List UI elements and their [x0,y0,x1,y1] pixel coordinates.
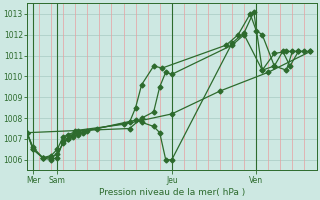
X-axis label: Pression niveau de la mer( hPa ): Pression niveau de la mer( hPa ) [99,188,245,197]
